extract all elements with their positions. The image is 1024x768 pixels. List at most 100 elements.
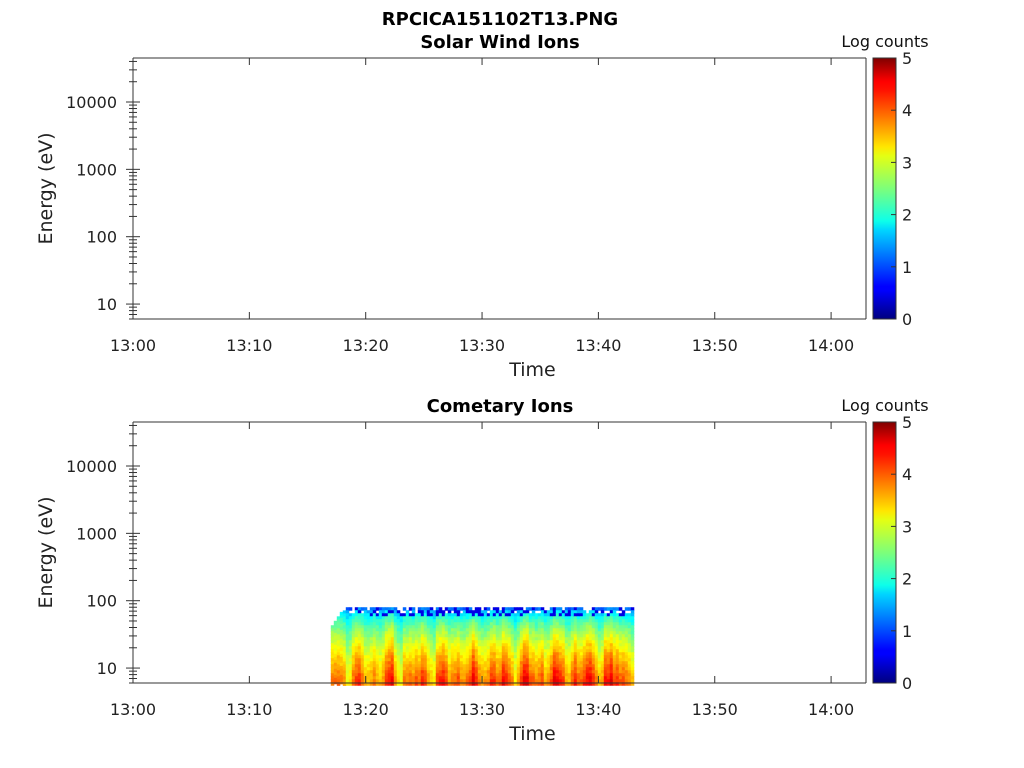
spectrogram-cell [453, 655, 458, 659]
spectrogram-cell [393, 646, 398, 650]
spectrogram-cell [573, 631, 578, 635]
spectrogram-cell [624, 664, 629, 668]
spectrogram-cell [600, 679, 605, 683]
spectrogram-cell [579, 637, 584, 641]
spectrogram-cell [612, 652, 617, 656]
spectrogram-cell [540, 646, 545, 650]
spectrogram-cell [453, 637, 458, 641]
spectrogram-cell [588, 628, 593, 632]
spectrogram-cell [546, 643, 551, 647]
spectrogram-cell [603, 658, 608, 662]
spectrogram-cell [462, 670, 467, 674]
spectrogram-cell [456, 664, 461, 668]
spectrogram-cell [435, 622, 440, 626]
spectrogram-cell [621, 655, 626, 659]
spectrogram-cell [414, 667, 419, 671]
spectrogram-cell [393, 613, 398, 617]
spectrogram-cell [420, 607, 425, 611]
spectrogram-cell [345, 622, 350, 626]
spectrogram-cell [624, 679, 629, 683]
spectrogram-cell [492, 616, 497, 620]
spectrogram-cell [534, 679, 539, 683]
spectrogram-cell [477, 646, 482, 650]
spectrogram-cell [345, 655, 350, 659]
spectrogram-cell [357, 649, 362, 653]
spectrogram-cell [504, 661, 509, 665]
spectrogram-cell [525, 631, 530, 635]
spectrogram-cell [585, 655, 590, 659]
spectrogram-cell [447, 643, 452, 647]
spectrogram-cell [621, 658, 626, 662]
spectrogram-cell [612, 676, 617, 680]
spectrogram-cell [447, 637, 452, 641]
y-tick-label: 10 [97, 659, 117, 678]
spectrogram-cell [522, 631, 527, 635]
spectrogram-cell [519, 628, 524, 632]
spectrogram-cell [348, 607, 353, 611]
spectrogram-cell [576, 667, 581, 671]
spectrogram-cell [462, 640, 467, 644]
spectrogram-cell [594, 649, 599, 653]
spectrogram-cell [354, 622, 359, 626]
spectrogram-cell [501, 616, 506, 620]
spectrogram-cell [564, 658, 569, 662]
spectrogram-cell [429, 625, 434, 629]
spectrogram-cell [531, 607, 536, 611]
spectrogram-cell [561, 667, 566, 671]
spectrogram-cell [339, 653, 344, 658]
spectrogram-cell [573, 634, 578, 638]
spectrogram-cell [360, 622, 365, 626]
spectrogram-cell [519, 649, 524, 653]
spectrogram-cell [549, 616, 554, 620]
spectrogram-cell [378, 655, 383, 659]
spectrogram-cell [480, 616, 485, 620]
spectrogram-cell [441, 682, 446, 686]
spectrogram-cell [450, 634, 455, 638]
spectrogram-cell [426, 631, 431, 635]
spectrogram-cell [396, 625, 401, 629]
spectrogram-cell [507, 625, 512, 629]
spectrogram-cell [351, 679, 356, 683]
spectrogram-cell [603, 670, 608, 674]
spectrogram-cell [567, 607, 572, 611]
spectrogram-cell [450, 682, 455, 686]
spectrogram-cell [378, 616, 383, 620]
spectrogram-cell [624, 637, 629, 641]
spectrogram-cell [396, 646, 401, 650]
spectrogram-cell [609, 640, 614, 644]
spectrogram-cell [459, 625, 464, 629]
spectrogram-cell [582, 661, 587, 665]
spectrogram-cell [372, 610, 377, 614]
spectrogram-cell [450, 670, 455, 674]
spectrogram-cell [336, 631, 341, 635]
spectrogram-cell [510, 631, 515, 635]
spectrogram-cell [591, 643, 596, 647]
spectrogram-cell [570, 682, 575, 686]
spectrogram-cell [432, 640, 437, 644]
spectrogram-cell [555, 670, 560, 674]
spectrogram-cell [450, 655, 455, 659]
spectrogram-cell [576, 616, 581, 620]
spectrogram-cell [540, 640, 545, 644]
spectrogram-cell [525, 610, 530, 614]
spectrogram-cell [342, 640, 347, 644]
spectrogram-cell [462, 664, 467, 668]
spectrogram-cell [576, 637, 581, 641]
spectrogram-cell [486, 631, 491, 635]
spectrogram-cell [444, 661, 449, 665]
spectrogram-cell [354, 667, 359, 671]
spectrogram-cell [600, 619, 605, 623]
spectrogram-cell [612, 619, 617, 623]
spectrogram-cell [534, 625, 539, 629]
spectrogram-cell [381, 613, 386, 617]
spectrogram-cell [354, 643, 359, 647]
spectrogram-cell [615, 640, 620, 644]
spectrogram-cell [519, 670, 524, 674]
spectrogram-cell [510, 682, 515, 686]
spectrogram-cell [522, 643, 527, 647]
spectrogram-cell [600, 631, 605, 635]
spectrogram-cell [558, 652, 563, 656]
spectrogram-cell [462, 658, 467, 662]
spectrogram-cell [330, 649, 335, 653]
spectrogram-cell [609, 607, 614, 611]
